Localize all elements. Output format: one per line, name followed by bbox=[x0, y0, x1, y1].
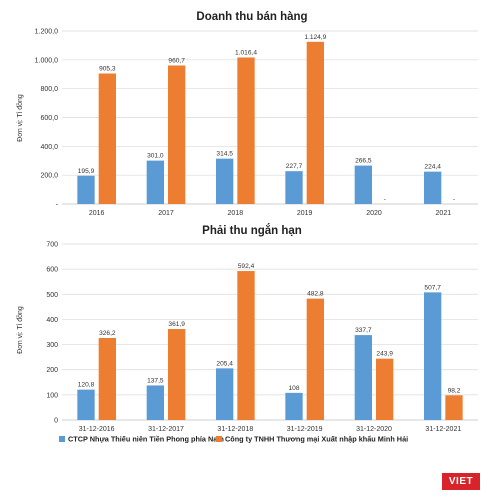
y-tick-label: 500 bbox=[46, 292, 58, 299]
x-tick-label: 31-12-2018 bbox=[217, 426, 253, 433]
bar bbox=[306, 298, 324, 420]
y-tick-label: 1.000,0 bbox=[35, 57, 58, 64]
bar bbox=[285, 171, 303, 204]
bar bbox=[216, 158, 234, 204]
data-label: 195,9 bbox=[78, 168, 95, 175]
bar bbox=[98, 337, 116, 420]
y-tick-label: 300 bbox=[46, 342, 58, 349]
revenue-chart-ylabel: Đơn vị: Tỉ đồng bbox=[15, 94, 24, 142]
data-label: 205,4 bbox=[216, 360, 233, 367]
legend-label-series1: CTCP Nhựa Thiếu niên Tiền Phong phía Nam bbox=[68, 435, 224, 444]
data-label: 592,4 bbox=[238, 263, 255, 270]
bar bbox=[354, 335, 372, 420]
y-tick-label: 800,0 bbox=[40, 86, 58, 93]
revenue-chart-title: Doanh thu bán hàng bbox=[196, 11, 307, 23]
legend-label-series2: Công ty TNHH Thương mại Xuất nhập khẩu M… bbox=[225, 435, 408, 444]
y-tick-label: 400,0 bbox=[40, 144, 58, 151]
data-label: 98,2 bbox=[448, 387, 461, 394]
data-label: 905,3 bbox=[99, 65, 116, 72]
x-tick-label: 2020 bbox=[366, 210, 382, 217]
receivables-chart-title: Phải thu ngắn hạn bbox=[202, 224, 302, 237]
bar bbox=[376, 358, 394, 420]
x-tick-label: 31-12-2016 bbox=[79, 426, 115, 433]
data-label: 314,5 bbox=[216, 151, 233, 158]
data-label: 361,9 bbox=[168, 321, 185, 328]
y-tick-label: 200 bbox=[46, 367, 58, 374]
bar bbox=[285, 392, 303, 420]
bar bbox=[146, 160, 164, 204]
data-label: 266,5 bbox=[355, 158, 372, 165]
y-tick-label: - bbox=[56, 202, 59, 209]
bar bbox=[146, 385, 164, 420]
data-label: 507,7 bbox=[424, 284, 441, 291]
data-label: - bbox=[453, 196, 455, 203]
y-tick-label: 100 bbox=[46, 392, 58, 399]
data-label: 1.124,9 bbox=[304, 34, 326, 41]
bar bbox=[424, 292, 442, 420]
bar bbox=[168, 329, 186, 420]
y-tick-label: 600,0 bbox=[40, 115, 58, 122]
data-label: 137,5 bbox=[147, 377, 164, 384]
data-label: 482,8 bbox=[307, 291, 324, 298]
data-label: 224,4 bbox=[424, 164, 441, 171]
data-label: 960,7 bbox=[168, 57, 185, 64]
bar bbox=[306, 41, 324, 204]
data-label: 243,9 bbox=[376, 351, 393, 358]
x-tick-label: 31-12-2017 bbox=[148, 426, 184, 433]
x-tick-label: 31-12-2021 bbox=[425, 426, 461, 433]
x-tick-label: 31-12-2019 bbox=[287, 426, 323, 433]
legend: CTCP Nhựa Thiếu niên Tiền Phong phía Nam… bbox=[59, 435, 408, 444]
bar bbox=[237, 271, 255, 420]
revenue-chart: Doanh thu bán hàng Đơn vị: Tỉ đồng - 200,… bbox=[15, 11, 478, 217]
data-label: - bbox=[384, 196, 386, 203]
bar bbox=[445, 395, 463, 420]
viet-logo: VIET bbox=[442, 473, 480, 490]
y-tick-label: 600 bbox=[46, 267, 58, 274]
data-label: 337,7 bbox=[355, 327, 372, 334]
bar bbox=[237, 57, 255, 205]
y-tick-label: 200,0 bbox=[40, 173, 58, 180]
x-tick-label: 2019 bbox=[297, 210, 313, 217]
data-label: 301,0 bbox=[147, 153, 164, 160]
data-label: 120,8 bbox=[78, 382, 95, 389]
bar bbox=[77, 175, 95, 204]
x-tick-label: 2017 bbox=[158, 210, 174, 217]
x-tick-label: 2018 bbox=[228, 210, 244, 217]
receivables-chart-ylabel: Đơn vị: Tỉ đồng bbox=[15, 306, 24, 354]
bar bbox=[168, 65, 186, 204]
data-label: 108 bbox=[288, 385, 299, 392]
x-tick-label: 2016 bbox=[89, 210, 105, 217]
bar bbox=[77, 389, 95, 420]
data-label: 227,7 bbox=[286, 163, 303, 170]
bar bbox=[424, 171, 442, 204]
x-tick-label: 2021 bbox=[436, 210, 452, 217]
y-tick-label: 1.200,0 bbox=[35, 29, 58, 36]
legend-swatch-series1 bbox=[59, 436, 65, 442]
x-tick-label: 31-12-2020 bbox=[356, 426, 392, 433]
data-label: 326,2 bbox=[99, 330, 116, 337]
bar bbox=[98, 73, 116, 204]
data-label: 1.016,4 bbox=[235, 49, 257, 56]
y-tick-label: 0 bbox=[54, 418, 58, 425]
legend-swatch-series2 bbox=[216, 436, 222, 442]
bar bbox=[216, 368, 234, 420]
bar bbox=[354, 165, 372, 204]
y-tick-label: 700 bbox=[46, 242, 58, 249]
y-tick-label: 400 bbox=[46, 317, 58, 324]
receivables-chart: Phải thu ngắn hạn Đơn vị: Tỉ đồng 0 100 20… bbox=[15, 224, 478, 433]
